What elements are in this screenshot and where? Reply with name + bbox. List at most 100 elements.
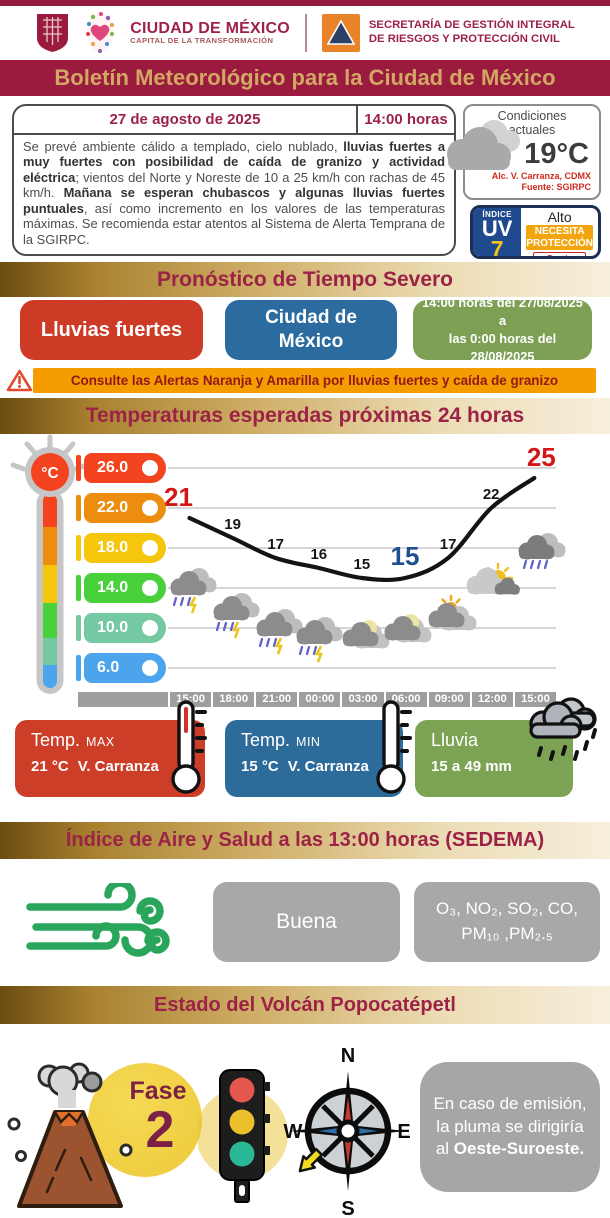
uv-level: Alto [547,209,572,225]
uv-index-badge: ÍNDICE UV 7 [473,208,522,259]
time-label: 09:00 [426,692,470,707]
region-line2: México [278,331,344,352]
hazard-box: Lluvias fuertes [20,300,203,360]
wind-icon [26,883,170,957]
alert-text: Consulte las Alertas Naranja y Amarilla … [70,373,559,388]
temp-scale-pill: 6.0 [84,653,166,683]
rain-label: Lluvia [431,730,479,750]
forecast-paragraph: Se prevé ambiente cálido a templado, cie… [23,139,445,247]
scale-tick [76,535,81,561]
air-quality-header: Índice de Aire y Salud a las 13:00 horas… [0,822,610,859]
temp-scale-pill: 22.0 [84,493,166,523]
severe-weather-header: Pronóstico de Tiempo Severo [0,262,610,297]
chart-series: 21 19 17 16 15 15 17 22 25 [164,442,566,669]
summary-cards: Temp. MAX 21 °C V. Carranza Temp. MIN 15 °C… [0,697,610,822]
hazard-label: Lluvias fuertes [40,318,183,341]
conditions-location: Alc. V. Carranza, CDMX [491,171,591,181]
max-location: V. Carranza [77,758,159,775]
uv-index-detail: Alto NECESITA PROTECCIÓN Fuente SEDEMA [521,208,598,256]
pill-dot [142,580,158,596]
pill-dot [142,540,158,556]
current-conditions-box: Condiciones actuales 19°C Alc. V. Carran… [463,104,601,200]
secretaria-line1: SECRETARÍA DE GESTIÓN INTEGRAL [368,19,575,32]
brand-header: CIUDAD DE MÉXICO CAPITAL DE LA TRANSFORM… [0,6,610,60]
thermometer-min-icon [376,700,412,794]
phase-value: 2 [145,1101,175,1159]
time-label: 03:00 [340,692,383,707]
temp-scale-pill: 14.0 [84,573,166,603]
compass-icon: N S W E [284,1045,411,1218]
scale-tick [76,455,81,481]
volcano-icon [7,1062,133,1208]
uv-abbr: UV [481,216,513,241]
proteccion-civil-logo [321,14,360,52]
brand-subtitle: CAPITAL DE LA TRANSFORMACIÓN [130,36,274,46]
time-label: 18:00 [211,692,254,707]
svg-text:16: 16 [310,546,327,563]
current-temperature: 19°C [524,138,589,170]
scale-tick [76,575,81,601]
temp-scale-pill: 26.0 [84,453,166,483]
forecast-box-header: 27 de agosto de 2025 14:00 horas [14,106,454,135]
svg-text:17: 17 [267,536,284,553]
thermometer-icon: °C [10,434,90,694]
period-box: 14:00 horas del 27/08/2025 a las 0:00 ho… [413,295,592,364]
bulletin-title: Boletín Meteorológico para la Ciudad de … [54,65,556,90]
time-label: 00:00 [297,692,340,707]
phase-label: Fase [129,1077,187,1105]
temp-scale-pill: 10.0 [84,613,166,643]
phase-badge: Fase 2 [88,1063,202,1177]
scale-tick [76,615,81,641]
plume-text: En caso de emisión, la pluma se dirigirí… [433,1093,587,1159]
region-line1: Ciudad de [265,307,357,329]
pill-dot [142,460,158,476]
rain-cloud-icon [529,697,597,761]
time-label: 21:00 [254,692,297,707]
uv-label: ÍNDICE [482,210,512,219]
secretaria-line2: DE RIESGOS Y PROTECCIÓN CIVIL [368,33,560,45]
temp-min-card: Temp. MIN 15 °C V. Carranza [225,720,403,797]
temperatures-title: Temperaturas esperadas próximas 24 horas [85,404,525,427]
top-accent-strip [0,0,610,6]
cdmx-emblem-logo [86,12,115,53]
period-line2: las 0:00 horas del 28/08/2025 [448,331,557,364]
uv-source: Fuente SEDEMA [533,252,586,256]
pill-dot [142,620,158,636]
warning-icon [6,369,33,392]
min-location: V. Carranza [287,758,369,775]
pollutants-line2: PM₁₀ ,PM₂.₅ [461,924,553,943]
svg-text:15: 15 [354,556,371,573]
min-value: 15 °C [241,758,279,775]
conditions-label-2: actuales [508,123,556,137]
secretaria-text: SECRETARÍA DE GESTIÓN INTEGRAL DE RIESGO… [369,19,575,46]
temp-scale-pill: 18.0 [84,533,166,563]
conditions-source: Fuente: SGIRPC [521,182,591,192]
cdmx-shield-logo [37,14,69,52]
temperature-chart: °C 21 19 17 16 15 15 17 22 25 26.0 22.0 18.0 14.0 10… [0,434,610,712]
thermometer-unit: °C [41,465,58,482]
compass-n: N [341,1045,355,1067]
thermometer-max-icon [171,700,207,794]
header-divider [304,14,307,52]
conditions-label-1: Condiciones [497,109,567,123]
uv-value: 7 [490,235,504,259]
max-value: 21 °C [31,758,69,775]
brand-text: CIUDAD DE MÉXICO CAPITAL DE LA TRANSFORM… [130,19,290,46]
svg-text:15: 15 [391,541,420,571]
plume-info-box: En caso de emisión, la pluma se dirigirí… [420,1062,600,1192]
brand-title: CIUDAD DE MÉXICO [130,19,290,37]
traffic-light-icon [198,1069,288,1203]
temperatures-header: Temperaturas esperadas próximas 24 horas [0,398,610,434]
volcano-row: Fase 2 [0,1030,610,1218]
min-label: Temp. [241,730,291,750]
plume-direction-arrow [298,1147,324,1173]
bulletin-title-bar: Boletín Meteorológico para la Ciudad de … [0,60,610,96]
region-box: Ciudad de México [225,300,397,360]
scale-tick [76,655,81,681]
forecast-date: 27 de agosto de 2025 [109,111,261,128]
min-sublabel: MIN [296,735,321,749]
uv-advice: NECESITA PROTECCIÓN [526,225,593,250]
time-axis: 15:00 18:00 21:00 00:00 03:00 06:00 09:00 12:00… [78,692,556,707]
volcano-title: Estado del Volcán Popocatépetl [154,993,456,1016]
svg-text:19: 19 [224,516,241,533]
